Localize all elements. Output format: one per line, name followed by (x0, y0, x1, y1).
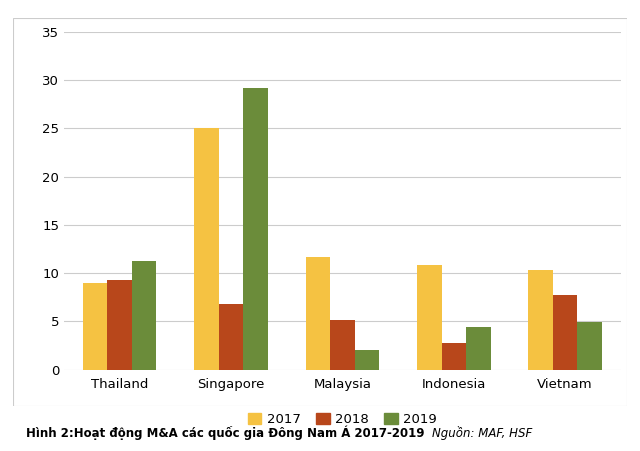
Bar (83, 283, 108, 370)
Bar (417, 266, 442, 370)
Bar (355, 350, 379, 370)
Bar (529, 270, 553, 370)
Bar (442, 343, 466, 370)
Bar (108, 280, 132, 370)
Bar (577, 322, 602, 370)
Bar (553, 295, 577, 370)
Bar (466, 327, 490, 370)
Text: Hình 2:Hoạt động M&A các quốc gia Đông Nam Á 2017-2019: Hình 2:Hoạt động M&A các quốc gia Đông N… (26, 426, 433, 440)
Bar (306, 257, 330, 370)
Bar (330, 320, 355, 370)
Bar (219, 304, 243, 370)
Text: Nguồn: MAF, HSF: Nguồn: MAF, HSF (433, 426, 532, 440)
Legend: 2017, 2018, 2019: 2017, 2018, 2019 (243, 407, 442, 431)
Bar (132, 261, 156, 370)
Bar (243, 87, 268, 370)
Bar (195, 128, 219, 370)
